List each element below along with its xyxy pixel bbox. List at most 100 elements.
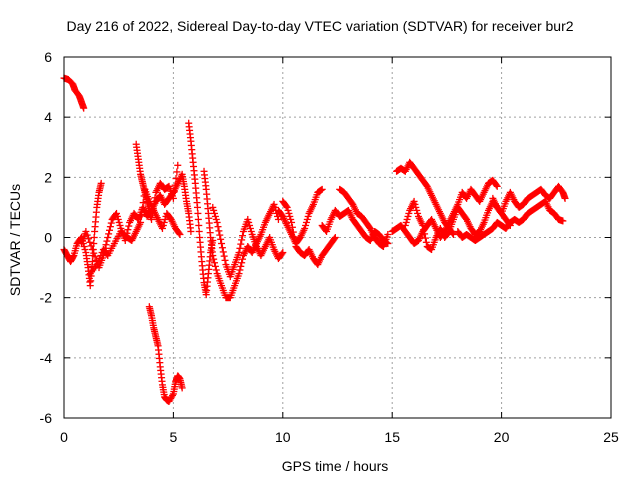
data-point bbox=[285, 209, 293, 217]
data-point bbox=[83, 231, 91, 239]
data-point bbox=[302, 218, 310, 226]
data-point bbox=[212, 215, 220, 223]
data-point bbox=[219, 248, 227, 256]
data-point bbox=[159, 221, 167, 229]
data-point bbox=[113, 209, 121, 217]
data-point bbox=[288, 218, 296, 226]
data-point bbox=[104, 234, 112, 241]
data-point bbox=[195, 221, 203, 229]
data-point bbox=[187, 227, 195, 235]
data-point bbox=[175, 229, 183, 237]
data-point bbox=[114, 215, 122, 223]
data-point bbox=[209, 203, 217, 211]
data-point bbox=[330, 235, 338, 243]
data-point bbox=[291, 238, 299, 246]
x-tick-label: 25 bbox=[603, 429, 619, 445]
data-point bbox=[169, 194, 177, 202]
data-point bbox=[106, 223, 114, 231]
data-point bbox=[148, 215, 156, 223]
data-point bbox=[103, 237, 111, 245]
data-point bbox=[161, 215, 169, 223]
data-point bbox=[90, 234, 98, 241]
data-point bbox=[90, 249, 98, 257]
data-point bbox=[493, 182, 501, 190]
data-point bbox=[107, 219, 115, 227]
data-point bbox=[286, 212, 294, 220]
plot-border bbox=[63, 56, 612, 419]
y-tick-label: 4 bbox=[44, 109, 52, 125]
data-point bbox=[282, 202, 290, 210]
y-tick-label: -2 bbox=[40, 290, 53, 306]
data-point bbox=[301, 224, 309, 232]
data-point bbox=[115, 218, 123, 226]
data-point bbox=[138, 205, 146, 213]
data-point bbox=[279, 249, 287, 257]
data-point bbox=[246, 221, 254, 229]
data-point bbox=[91, 253, 99, 261]
chart-title: Day 216 of 2022, Sidereal Day-to-day VTE… bbox=[66, 18, 574, 34]
data-point bbox=[169, 391, 177, 399]
data-point bbox=[411, 200, 419, 208]
data-point bbox=[94, 258, 102, 266]
y-tick-label: 6 bbox=[44, 49, 52, 65]
y-tick-label: -4 bbox=[40, 350, 53, 366]
data-point bbox=[561, 194, 569, 202]
data-point bbox=[148, 210, 156, 218]
data-point bbox=[95, 255, 103, 263]
data-point bbox=[412, 203, 420, 211]
data-point bbox=[193, 203, 201, 211]
data-point bbox=[304, 212, 312, 220]
x-tick-label: 5 bbox=[170, 429, 178, 445]
data-point bbox=[237, 240, 245, 248]
data-points bbox=[60, 74, 569, 405]
data-point bbox=[216, 231, 224, 239]
data-point bbox=[220, 252, 228, 260]
data-point bbox=[209, 252, 217, 260]
data-point bbox=[88, 246, 96, 254]
data-point bbox=[492, 181, 500, 189]
data-point bbox=[137, 218, 145, 226]
data-point bbox=[87, 242, 95, 250]
data-point bbox=[283, 203, 291, 211]
data-point bbox=[150, 199, 158, 207]
data-point bbox=[97, 252, 105, 260]
data-point bbox=[85, 235, 93, 243]
data-point bbox=[125, 222, 133, 230]
data-point bbox=[160, 218, 168, 226]
data-point bbox=[401, 221, 409, 229]
data-point bbox=[151, 194, 159, 202]
data-point bbox=[414, 209, 422, 217]
data-point bbox=[174, 161, 182, 169]
grid-lines bbox=[64, 57, 611, 418]
data-point bbox=[404, 212, 412, 220]
data-point bbox=[215, 227, 223, 235]
data-point bbox=[284, 206, 292, 214]
data-point bbox=[245, 218, 253, 226]
data-point bbox=[302, 221, 310, 229]
data-point bbox=[289, 228, 297, 236]
data-point bbox=[559, 217, 567, 225]
data-point bbox=[218, 244, 226, 252]
data-point bbox=[318, 185, 326, 193]
data-point bbox=[422, 238, 430, 246]
data-point bbox=[93, 261, 101, 269]
data-point bbox=[235, 249, 243, 257]
data-point bbox=[421, 234, 429, 242]
data-point bbox=[158, 224, 166, 232]
y-tick-label: 0 bbox=[44, 230, 52, 246]
data-point bbox=[236, 244, 244, 252]
data-point bbox=[238, 259, 246, 267]
data-point bbox=[444, 229, 452, 237]
data-point bbox=[105, 230, 113, 238]
data-point bbox=[211, 259, 219, 267]
data-point bbox=[403, 215, 411, 223]
data-point bbox=[137, 212, 145, 220]
data-point bbox=[235, 270, 243, 278]
x-tick-label: 20 bbox=[494, 429, 510, 445]
data-point bbox=[221, 256, 229, 264]
data-point bbox=[113, 212, 121, 220]
data-point bbox=[82, 227, 90, 235]
data-point bbox=[170, 188, 178, 196]
data-point bbox=[178, 384, 186, 392]
